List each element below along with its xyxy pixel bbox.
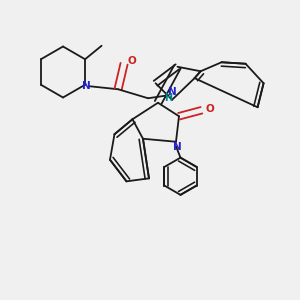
Text: N: N bbox=[173, 142, 182, 152]
Text: N: N bbox=[82, 81, 91, 91]
Text: H: H bbox=[164, 93, 172, 103]
Text: O: O bbox=[127, 56, 136, 66]
Text: O: O bbox=[206, 104, 214, 114]
Text: N: N bbox=[168, 87, 176, 97]
